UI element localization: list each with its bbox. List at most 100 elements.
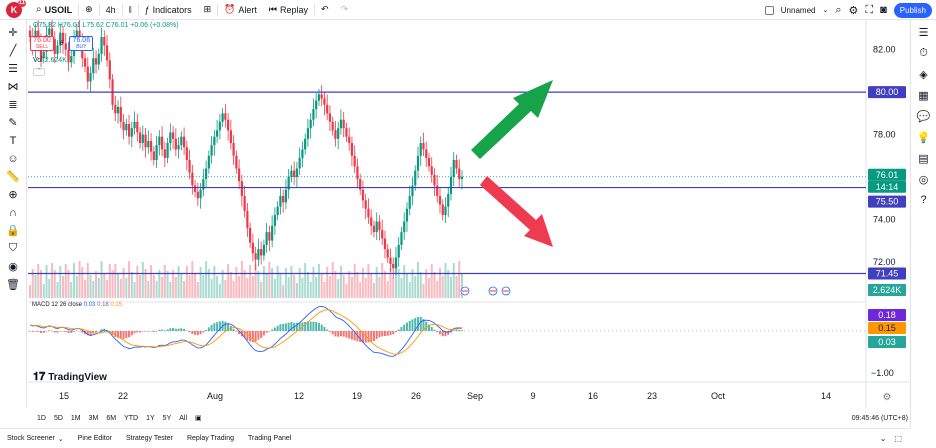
macd-histogram-bar [119, 331, 122, 339]
quick-search-icon[interactable]: ⌕ [835, 3, 842, 16]
candle-body [326, 104, 329, 114]
lock-icon[interactable]: 🔒 [6, 225, 20, 237]
volume-bar [188, 275, 191, 298]
tab-strategy-tester[interactable]: Strategy Tester [119, 435, 180, 442]
volume-bar [284, 268, 287, 298]
ideas-icon[interactable]: 💡 [916, 131, 931, 144]
user-avatar[interactable]: K 11 [6, 0, 26, 18]
range-ytd[interactable]: YTD [124, 414, 139, 422]
layout-name[interactable]: Unnamed [780, 5, 816, 15]
candle-body [262, 244, 265, 256]
emoji-icon[interactable]: ☺ [7, 152, 19, 165]
tradingview-logo[interactable]: 𝟏𝟕 TradingView [33, 371, 107, 384]
help-icon[interactable]: ? [920, 194, 927, 206]
layouts-button[interactable]: ⊞ [198, 0, 218, 20]
trend-line-icon[interactable]: ╱ [9, 45, 17, 57]
watchlist-icon[interactable]: ☰ [918, 26, 929, 39]
macd-histogram-bar [117, 331, 120, 338]
range-5y[interactable]: 5Y [162, 414, 172, 422]
clock-readout[interactable]: 09:45:46 (UTC+8) [851, 414, 908, 422]
horizontal-levels[interactable] [28, 91, 866, 275]
volume-bar [441, 276, 444, 298]
layout-checkbox[interactable] [764, 5, 774, 15]
ruler-icon[interactable]: 📏 [6, 171, 20, 183]
arrow-annotations[interactable] [471, 80, 553, 247]
collapse-panel-icon[interactable]: ⌄ [879, 434, 887, 443]
avatar-letter: K [10, 4, 18, 15]
range-5d[interactable]: 5D [53, 414, 63, 422]
symbol-search-button[interactable]: ⌕ USOIL [30, 0, 78, 20]
tab-stock-screener[interactable]: Stock Screener ⌄ [0, 435, 71, 443]
volume-bar [136, 266, 139, 298]
chart-type-button[interactable]: ⫾ [123, 0, 138, 20]
volume-bar [229, 272, 232, 298]
volume-bar [425, 269, 428, 298]
publish-button[interactable]: Publish [893, 2, 932, 18]
redo-button[interactable]: ↷ [335, 0, 355, 20]
candle-body [345, 128, 348, 137]
macd-histogram-bar [130, 331, 133, 336]
crosshair-icon[interactable]: ✛ [8, 27, 18, 39]
alerts-clock-icon[interactable]: ⏱ [919, 46, 928, 59]
gear-icon[interactable]: ⚙ [848, 4, 859, 17]
candle-body [353, 155, 356, 167]
candle-body [392, 263, 395, 269]
indicators-button[interactable]: ƒ Indicators [139, 0, 198, 20]
macd-histogram-bar [444, 331, 447, 337]
camera-icon[interactable]: ◙ [880, 4, 887, 16]
macd-histogram-bar [51, 330, 54, 332]
tab-replay-trading[interactable]: Replay Trading [180, 435, 241, 442]
brush-icon[interactable]: ✎ [8, 117, 18, 129]
sell-label: SELL [35, 44, 49, 50]
volume-bar [152, 275, 155, 298]
time-tick-label: 26 [411, 391, 421, 401]
sell-button[interactable]: 76.00 SELL [30, 36, 54, 51]
trash-icon[interactable]: 🗑 [6, 279, 20, 291]
signal-icon[interactable]: ◎ [918, 173, 929, 186]
macd-histogram-bar [290, 322, 293, 331]
data-window-icon[interactable]: ▦ [918, 89, 929, 102]
eye-icon[interactable]: ◉ [8, 261, 18, 273]
range-6m[interactable]: 6M [106, 414, 117, 422]
magnet-icon[interactable]: ∩ [9, 206, 17, 219]
interval-button[interactable]: 4h [100, 0, 122, 20]
tab-trading-panel[interactable]: Trading Panel [241, 435, 298, 442]
fullscreen-icon[interactable]: ⛶ [865, 3, 874, 16]
candle-body [235, 155, 238, 169]
undo-button[interactable]: ↶ [315, 0, 335, 20]
goto-date-icon[interactable]: ▣ [195, 415, 202, 422]
zoom-in-icon[interactable]: ⊕ [8, 189, 18, 201]
chat-icon[interactable]: 💬 [916, 110, 931, 123]
range-3m[interactable]: 3M [88, 414, 99, 422]
macd-histogram-bar [106, 329, 109, 331]
macd-histogram-bar [169, 328, 172, 331]
volume-bar [403, 265, 406, 298]
range-all[interactable]: All [179, 414, 188, 422]
alert-button[interactable]: ⏰ Alert [218, 0, 263, 20]
macd-histogram-bar [353, 331, 356, 341]
replay-button[interactable]: ⏮ Replay [263, 0, 314, 20]
volume-bar [348, 271, 351, 298]
lock-drawings-icon[interactable]: ⛉ [8, 242, 18, 254]
candle-body [92, 58, 95, 74]
horizontal-lines-icon[interactable]: ☰ [8, 63, 18, 75]
add-symbol-button[interactable]: ⊕ [79, 0, 99, 20]
range-1m[interactable]: 1M [70, 414, 81, 422]
candle-body [119, 106, 122, 122]
calendar-icon[interactable]: ▤ [918, 152, 929, 165]
layers-icon[interactable]: ◈ [919, 68, 928, 81]
tab-pine-editor[interactable]: Pine Editor [71, 435, 119, 442]
buy-button[interactable]: 76.06 BUY [69, 36, 94, 51]
red-down-arrow-icon[interactable] [480, 176, 553, 247]
range-1d[interactable]: 1D [37, 414, 46, 422]
range-1y[interactable]: 1Y [146, 414, 155, 422]
chevron-down-icon[interactable]: ⌄ [822, 7, 829, 14]
text-icon[interactable]: T [9, 134, 17, 147]
green-up-arrow-icon[interactable] [471, 80, 553, 159]
volume-bar [78, 261, 81, 298]
fib-retracement-icon[interactable]: ≣ [8, 99, 18, 111]
pitchfork-icon[interactable]: ⋈ [7, 81, 19, 93]
maximize-panel-icon[interactable]: ⬚ [894, 434, 902, 443]
collapse-legend-button[interactable]: ⌃ [33, 68, 45, 76]
